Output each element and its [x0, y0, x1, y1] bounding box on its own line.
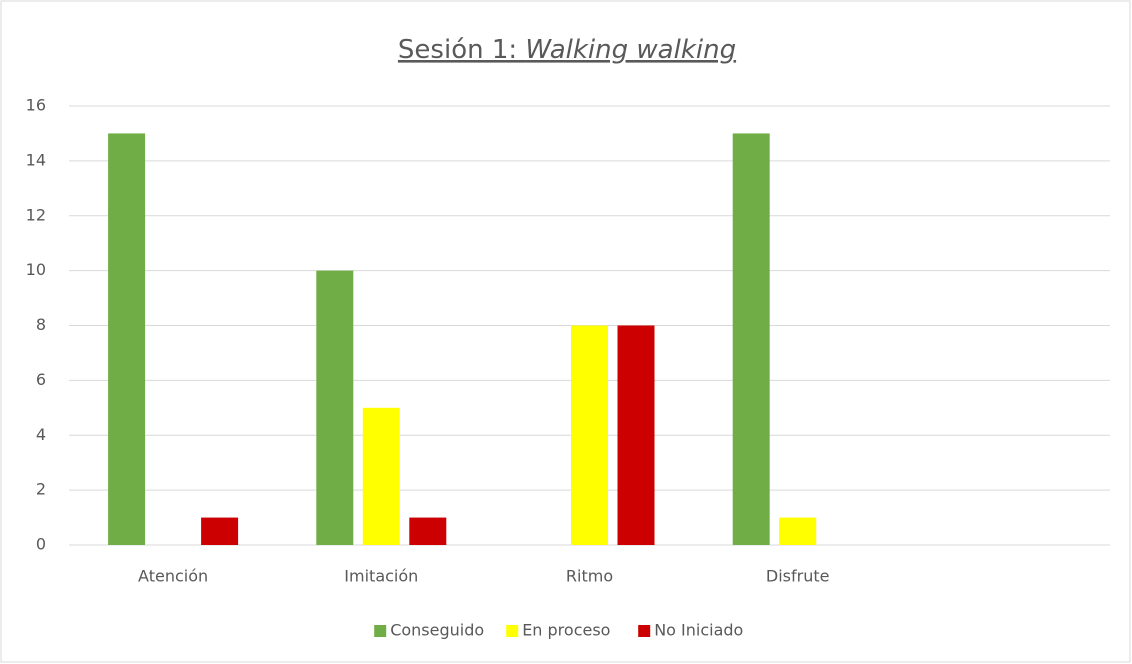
bar — [362, 407, 400, 545]
y-tick-label: 16 — [26, 96, 46, 115]
y-tick-label: 0 — [36, 535, 46, 554]
bar — [732, 133, 770, 545]
legend-swatch — [374, 625, 387, 637]
y-tick-label: 10 — [26, 260, 46, 279]
x-tick-label: Imitación — [344, 567, 418, 586]
legend-label: No Iniciado — [654, 621, 743, 640]
bar — [108, 133, 146, 545]
title-main: Sesión 1: — [398, 35, 526, 65]
legend-label: En proceso — [522, 621, 610, 640]
bar — [571, 325, 608, 545]
chart-title: Sesión 1: Walking walking — [398, 35, 736, 65]
legend-swatch — [638, 625, 651, 637]
bar — [617, 325, 655, 545]
y-tick-label: 8 — [36, 315, 46, 334]
title-emphasis: Walking walking — [525, 35, 736, 65]
bar — [316, 270, 354, 545]
bar — [779, 517, 817, 545]
legend-swatch — [506, 625, 519, 637]
x-tick-label: Disfrute — [766, 567, 830, 586]
y-tick-label: 12 — [26, 205, 46, 224]
y-tick-label: 4 — [36, 425, 46, 444]
y-tick-label: 14 — [26, 150, 46, 169]
y-tick-label: 6 — [36, 370, 46, 389]
x-tick-label: Ritmo — [566, 567, 613, 586]
legend-label: Conseguido — [390, 621, 484, 640]
bar — [201, 517, 239, 545]
y-tick-label: 2 — [36, 480, 46, 499]
x-tick-label: Atención — [138, 567, 208, 586]
bar — [409, 517, 447, 545]
